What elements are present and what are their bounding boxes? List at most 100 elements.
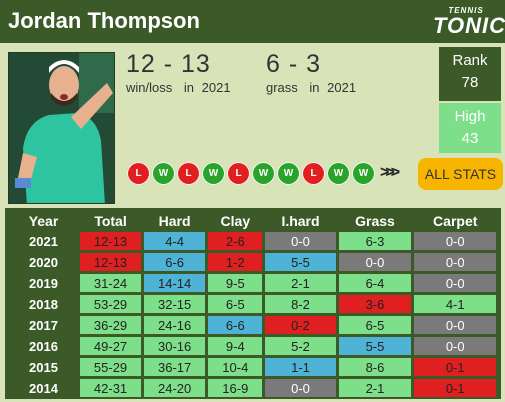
hard-cell: 36-17 xyxy=(144,358,206,376)
grass-cell: 0-0 xyxy=(338,253,412,271)
total-cell: 55-29 xyxy=(80,358,142,376)
result-win-badge[interactable]: W xyxy=(352,162,375,185)
table-row: 2019 31-24 14-14 9-5 2-1 6-4 0-0 xyxy=(10,274,496,292)
rank-label: Rank xyxy=(452,52,488,69)
year-cell[interactable]: 2018 xyxy=(10,295,77,313)
winloss-year: 2021 xyxy=(201,80,231,95)
career-high-box: High 43 xyxy=(439,103,501,153)
carpet-cell: 0-1 xyxy=(414,358,496,376)
header-bar: Jordan Thompson TENNIS TONIC xyxy=(0,0,505,43)
result-loss-badge[interactable]: L xyxy=(177,162,200,185)
year-cell[interactable]: 2017 xyxy=(10,316,77,334)
result-loss-badge[interactable]: L xyxy=(127,162,150,185)
grass-label: grass in 2021 xyxy=(266,80,356,95)
logo-bottom-text: TONIC xyxy=(433,13,505,38)
ihard-cell: 0-0 xyxy=(265,232,336,250)
grass-year: 2021 xyxy=(327,80,357,95)
chevrons-icon: >>> xyxy=(380,164,400,181)
stats-table: Year Total Hard Clay I.hard Grass Carpet… xyxy=(5,208,501,399)
col-hard: Hard xyxy=(158,212,191,229)
carpet-cell: 0-0 xyxy=(414,232,496,250)
hard-cell: 14-14 xyxy=(144,274,206,292)
year-cell[interactable]: 2019 xyxy=(10,274,77,292)
col-ihard: I.hard xyxy=(281,212,320,229)
carpet-cell: 0-0 xyxy=(414,316,496,334)
player-photo-image xyxy=(9,53,114,203)
hard-cell: 24-16 xyxy=(144,316,206,334)
col-clay: Clay xyxy=(220,212,251,229)
total-cell: 53-29 xyxy=(80,295,142,313)
year-cell[interactable]: 2015 xyxy=(10,358,77,376)
total-cell: 12-13 xyxy=(80,253,142,271)
col-total: Total xyxy=(94,212,127,229)
table-row: 2015 55-29 36-17 10-4 1-1 8-6 0-1 xyxy=(10,358,496,376)
logo-top-text: TENNIS xyxy=(448,6,484,15)
grass-value: 6 - 3 xyxy=(266,50,322,78)
grass-cell: 6-4 xyxy=(338,274,412,292)
total-cell: 49-27 xyxy=(80,337,142,355)
table-row: 2016 49-27 30-16 9-4 5-2 5-5 0-0 xyxy=(10,337,496,355)
total-cell: 31-24 xyxy=(80,274,142,292)
hard-cell: 6-6 xyxy=(144,253,206,271)
carpet-cell: 0-1 xyxy=(414,379,496,397)
clay-cell: 1-2 xyxy=(208,253,263,271)
year-cell[interactable]: 2016 xyxy=(10,337,77,355)
table-row: 2021 12-13 4-4 2-6 0-0 6-3 0-0 xyxy=(10,232,496,250)
hard-cell: 30-16 xyxy=(144,337,206,355)
col-year: Year xyxy=(28,212,59,229)
col-grass: Grass xyxy=(355,212,395,229)
year-cell[interactable]: 2014 xyxy=(10,379,77,397)
high-value: 43 xyxy=(461,130,479,147)
hard-cell: 32-15 xyxy=(144,295,206,313)
table-row: 2018 53-29 32-15 6-5 8-2 3-6 4-1 xyxy=(10,295,496,313)
ihard-cell: 5-5 xyxy=(265,253,336,271)
grass-in: in xyxy=(309,80,320,95)
table-row: 2014 42-31 24-20 16-9 0-0 2-1 0-1 xyxy=(10,379,496,397)
rank-box: Rank 78 xyxy=(439,47,501,101)
grass-cell: 8-6 xyxy=(338,358,412,376)
ihard-cell: 2-1 xyxy=(265,274,336,292)
winloss-label: win/loss in 2021 xyxy=(126,80,231,95)
ihard-cell: 0-0 xyxy=(265,379,336,397)
result-loss-badge[interactable]: L xyxy=(227,162,250,185)
result-win-badge[interactable]: W xyxy=(202,162,225,185)
year-cell[interactable]: 2020 xyxy=(10,253,77,271)
result-win-badge[interactable]: W xyxy=(252,162,275,185)
table-row: 2017 36-29 24-16 6-6 0-2 6-5 0-0 xyxy=(10,316,496,334)
col-carpet: Carpet xyxy=(433,212,478,229)
table-row: 2020 12-13 6-6 1-2 5-5 0-0 0-0 xyxy=(10,253,496,271)
rank-value: 78 xyxy=(461,74,479,91)
tennis-tonic-logo[interactable]: TENNIS TONIC xyxy=(433,6,505,38)
grass-cell: 2-1 xyxy=(338,379,412,397)
ihard-cell: 5-2 xyxy=(265,337,336,355)
result-win-badge[interactable]: W xyxy=(327,162,350,185)
all-stats-button[interactable]: ALL STATS xyxy=(418,158,503,190)
carpet-cell: 0-0 xyxy=(414,253,496,271)
ihard-cell: 0-2 xyxy=(265,316,336,334)
high-label: High xyxy=(454,108,486,125)
year-cell[interactable]: 2021 xyxy=(10,232,77,250)
winloss-label-text: win/loss xyxy=(126,80,173,95)
ihard-cell: 8-2 xyxy=(265,295,336,313)
grass-cell: 5-5 xyxy=(338,337,412,355)
result-win-badge[interactable]: W xyxy=(277,162,300,185)
ihard-cell: 1-1 xyxy=(265,358,336,376)
clay-cell: 2-6 xyxy=(208,232,263,250)
player-name: Jordan Thompson xyxy=(8,8,200,33)
clay-cell: 9-5 xyxy=(208,274,263,292)
grass-cell: 3-6 xyxy=(338,295,412,313)
clay-cell: 6-5 xyxy=(208,295,263,313)
hard-cell: 4-4 xyxy=(144,232,206,250)
result-win-badge[interactable]: W xyxy=(152,162,175,185)
clay-cell: 16-9 xyxy=(208,379,263,397)
player-photo xyxy=(8,52,115,204)
grass-cell: 6-5 xyxy=(338,316,412,334)
winloss-in: in xyxy=(183,80,194,95)
result-loss-badge[interactable]: L xyxy=(302,162,325,185)
grass-label-text: grass xyxy=(266,80,298,95)
winloss-value: 12 - 13 xyxy=(126,50,211,78)
total-cell: 36-29 xyxy=(80,316,142,334)
carpet-cell: 0-0 xyxy=(414,274,496,292)
table-header-row: Year Total Hard Clay I.hard Grass Carpet xyxy=(10,212,496,229)
clay-cell: 6-6 xyxy=(208,316,263,334)
